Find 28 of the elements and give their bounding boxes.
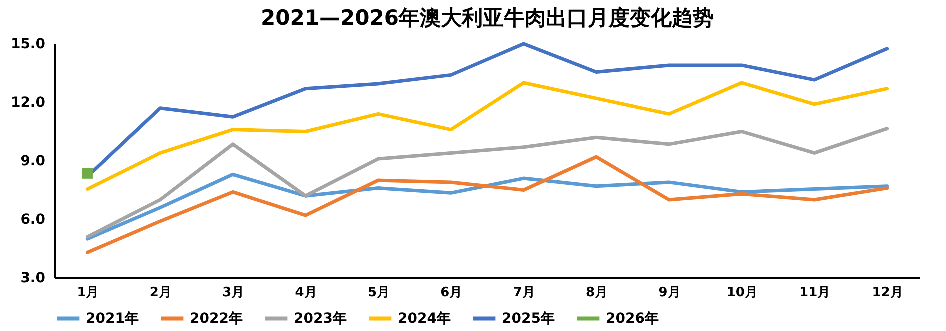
x-tick-label: 9月 bbox=[658, 286, 681, 300]
chart-title: 2021—2026年澳大利亚牛肉出口月度变化趋势 bbox=[261, 6, 714, 30]
line-series bbox=[86, 127, 890, 239]
x-tick-label: 2月 bbox=[150, 286, 172, 300]
x-tick-label: 11月 bbox=[800, 286, 831, 300]
x-tick-label: 1月 bbox=[77, 286, 100, 300]
legend-label: 2022年 bbox=[190, 310, 243, 327]
legend-label: 2025年 bbox=[502, 310, 555, 327]
legend-label: 2021年 bbox=[86, 310, 139, 327]
x-tick-label: 6月 bbox=[440, 286, 463, 300]
x-tick-label: 4月 bbox=[295, 286, 318, 300]
legend-label: 2026年 bbox=[606, 310, 659, 327]
y-tick-label: 3.0 bbox=[20, 270, 46, 286]
x-tick-label: 8月 bbox=[586, 286, 608, 300]
y-tick-label: 6.0 bbox=[20, 212, 46, 228]
y-tick-label: 12.0 bbox=[10, 95, 46, 111]
x-tick-label: 10月 bbox=[726, 286, 758, 300]
legend-label: 2024年 bbox=[398, 310, 451, 327]
y-tick-label: 15.0 bbox=[10, 36, 46, 52]
x-tick-label: 12月 bbox=[872, 286, 904, 300]
legend-label: 2023年 bbox=[294, 310, 347, 327]
x-tick-label: 5月 bbox=[368, 286, 390, 300]
line-series bbox=[86, 155, 890, 254]
y-tick-label: 9.0 bbox=[20, 154, 46, 170]
line-series bbox=[86, 172, 890, 241]
line-series bbox=[86, 81, 890, 192]
x-tick-label: 7月 bbox=[513, 286, 536, 300]
x-tick-label: 3月 bbox=[222, 286, 245, 300]
